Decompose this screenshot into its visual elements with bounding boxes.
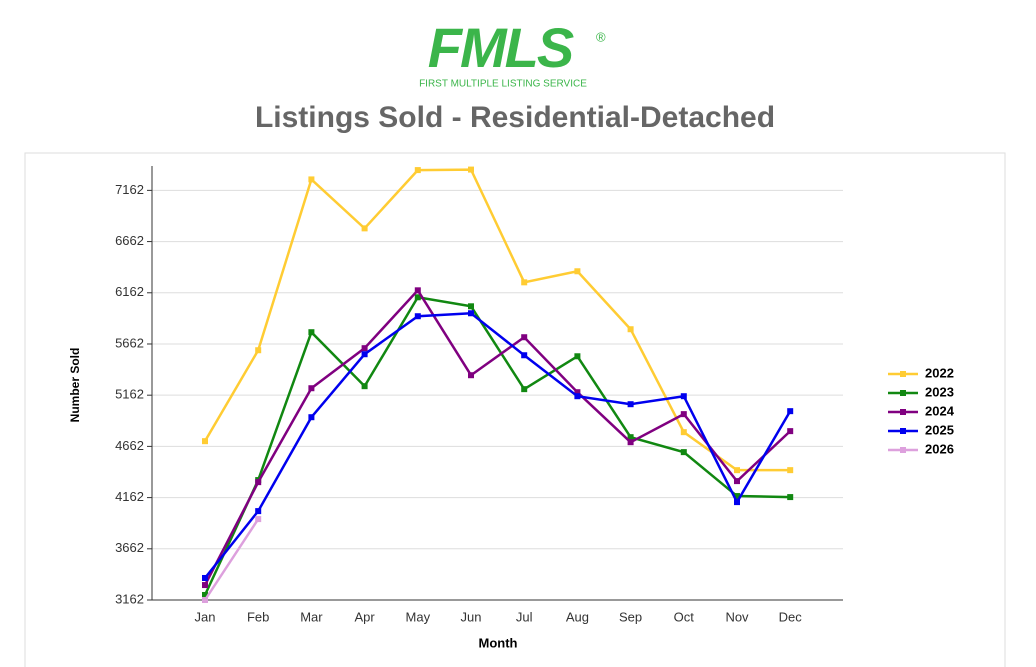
legend-label: 2024 xyxy=(925,403,955,418)
logo-registered: ® xyxy=(596,29,606,44)
data-point xyxy=(308,176,315,183)
data-point xyxy=(680,429,687,436)
x-tick-label: Dec xyxy=(779,609,803,624)
y-tick-label: 3162 xyxy=(115,591,144,606)
data-point xyxy=(414,167,421,174)
data-point xyxy=(414,313,421,320)
chart-title: Listings Sold - Residential-Detached xyxy=(255,101,775,134)
x-tick-label: Mar xyxy=(300,609,323,624)
data-point xyxy=(787,467,794,474)
data-point xyxy=(627,439,634,446)
data-point xyxy=(521,352,528,359)
data-point xyxy=(468,166,474,173)
y-tick-label: 5662 xyxy=(115,335,144,350)
chart-panel xyxy=(24,152,1006,667)
data-point xyxy=(574,393,581,400)
data-point xyxy=(574,268,581,275)
x-tick-label: Jun xyxy=(461,609,482,624)
logo: FMLS xyxy=(428,16,574,79)
data-point xyxy=(734,499,740,506)
x-tick-label: Feb xyxy=(247,609,269,624)
data-point xyxy=(414,287,421,294)
data-point xyxy=(734,478,740,485)
data-point xyxy=(255,516,262,523)
data-point xyxy=(202,582,208,589)
data-point xyxy=(255,347,262,354)
data-point xyxy=(627,401,634,408)
data-point xyxy=(521,334,528,341)
legend-swatch-marker xyxy=(900,409,906,415)
data-point xyxy=(521,386,528,393)
data-point xyxy=(627,434,634,441)
data-point xyxy=(521,279,528,286)
data-point xyxy=(787,494,794,501)
data-point xyxy=(202,591,208,598)
series-line xyxy=(203,295,791,596)
y-tick-label: 6662 xyxy=(115,233,144,248)
x-tick-label: Sep xyxy=(619,609,642,624)
y-tick-label: 5162 xyxy=(115,387,144,402)
x-tick-label: Jan xyxy=(195,609,216,624)
logo-tagline: FIRST MULTIPLE LISTING SERVICE xyxy=(419,79,587,90)
x-tick-label: Oct xyxy=(674,609,695,624)
legend-swatch-marker xyxy=(900,390,906,396)
x-tick-label: Nov xyxy=(725,609,749,624)
data-point xyxy=(574,353,581,360)
x-axis-label: Month xyxy=(479,635,518,650)
data-point xyxy=(414,294,421,301)
legend-label: 2023 xyxy=(925,384,954,399)
y-tick-label: 4662 xyxy=(115,438,144,453)
data-point xyxy=(361,383,368,390)
x-tick-label: May xyxy=(406,609,431,624)
legend-label: 2026 xyxy=(925,441,954,456)
data-point xyxy=(468,372,474,379)
x-tick-label: Jul xyxy=(516,609,533,624)
data-point xyxy=(627,326,634,333)
data-point xyxy=(202,438,208,445)
series-line xyxy=(204,311,792,579)
series-line xyxy=(203,168,791,472)
data-point xyxy=(468,303,474,310)
legend-label: 2025 xyxy=(925,422,954,437)
legend-swatch-marker xyxy=(900,447,906,453)
y-tick-label: 7162 xyxy=(115,182,144,197)
series-line xyxy=(203,518,260,601)
y-tick-label: 3662 xyxy=(115,540,144,555)
y-tick-label: 4162 xyxy=(115,489,144,504)
data-point xyxy=(202,574,208,581)
data-point xyxy=(361,225,368,232)
x-tick-label: Apr xyxy=(354,609,375,624)
data-point xyxy=(361,351,368,358)
data-point xyxy=(787,408,794,415)
data-point xyxy=(680,411,687,418)
data-point xyxy=(734,493,740,500)
y-tick-label: 6162 xyxy=(115,284,144,299)
y-axis-label: Number Sold xyxy=(68,348,82,423)
data-point xyxy=(202,597,208,603)
data-point xyxy=(308,329,315,336)
data-point xyxy=(680,449,687,456)
data-point xyxy=(255,479,262,486)
data-point xyxy=(680,393,687,400)
legend-swatch-marker xyxy=(900,428,906,434)
data-point xyxy=(734,467,740,474)
data-point xyxy=(361,345,368,352)
data-point xyxy=(308,414,315,421)
series-line xyxy=(203,288,792,586)
x-tick-label: Aug xyxy=(566,609,589,624)
data-point xyxy=(574,389,581,396)
legend-label: 2022 xyxy=(925,365,954,380)
data-point xyxy=(308,385,315,392)
data-point xyxy=(468,310,474,317)
legend-swatch-marker xyxy=(900,371,906,377)
data-point xyxy=(255,508,262,515)
data-point xyxy=(787,428,794,435)
